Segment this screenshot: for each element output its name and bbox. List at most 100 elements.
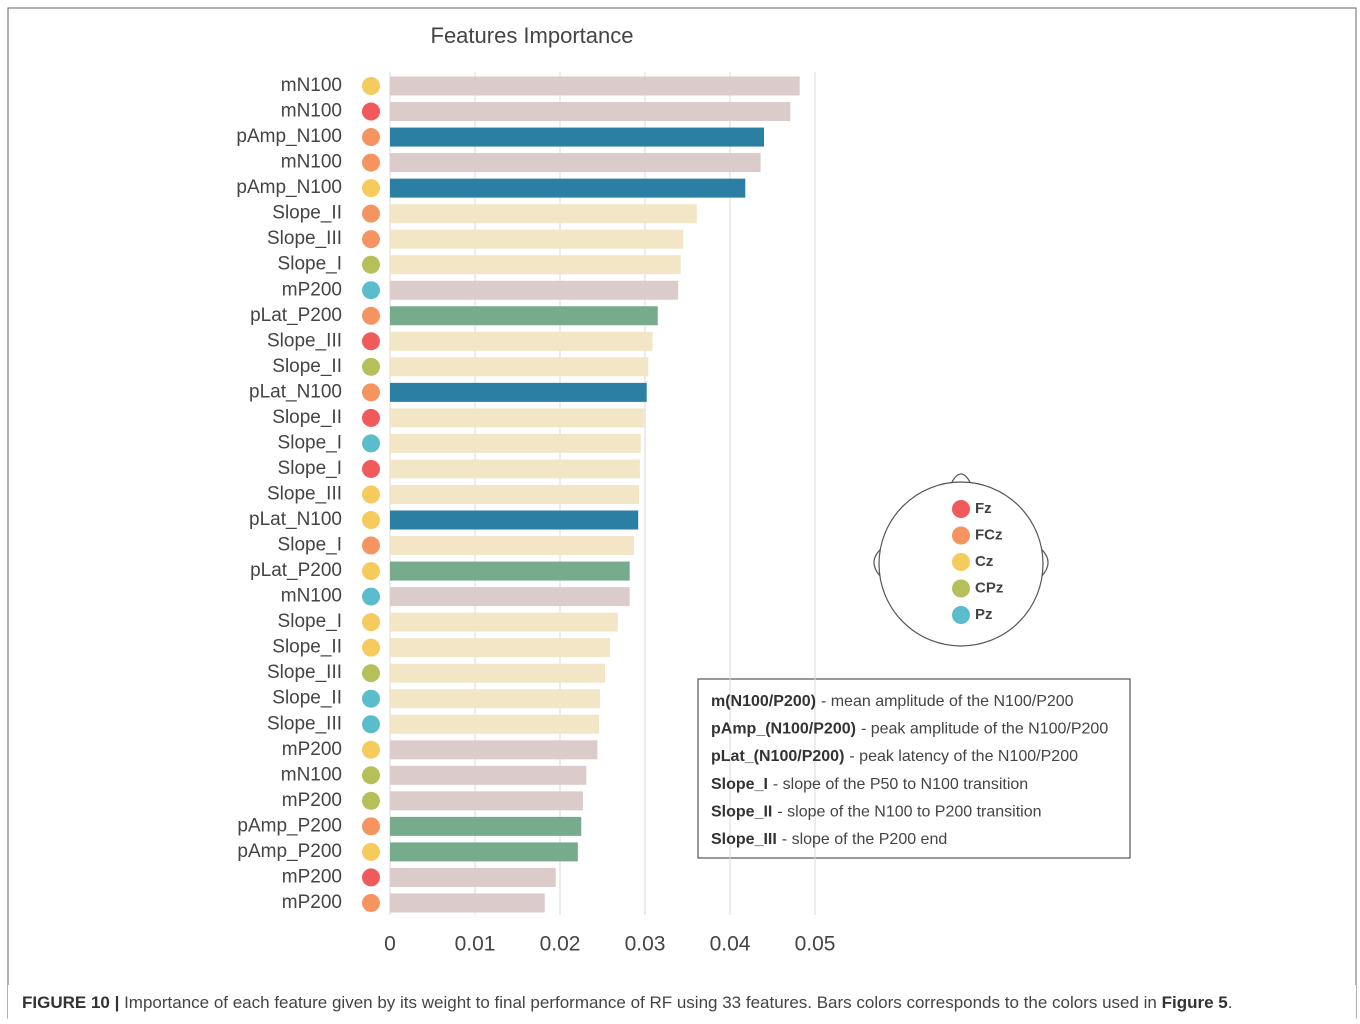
bar bbox=[390, 255, 681, 275]
electrode-dot bbox=[362, 613, 380, 632]
bar bbox=[390, 306, 658, 326]
y-tick-label: pAmp_N100 bbox=[236, 126, 342, 147]
bar bbox=[390, 153, 761, 173]
legend-swatch bbox=[952, 500, 970, 518]
electrode-dot bbox=[362, 332, 380, 351]
legend-label: Pz bbox=[975, 606, 993, 623]
y-tick-label: Slope_III bbox=[267, 662, 342, 683]
definition-text: - mean amplitude of the N100/P200 bbox=[821, 693, 1074, 710]
bar bbox=[390, 127, 764, 147]
electrode-dot bbox=[362, 408, 380, 427]
y-tick-label: Slope_III bbox=[267, 483, 342, 504]
bar bbox=[390, 561, 630, 581]
caption-text: Importance of each feature given by its … bbox=[119, 993, 1161, 1012]
x-tick-label: 0.03 bbox=[625, 933, 666, 956]
definition: Slope_II - slope of the N100 to P200 tran… bbox=[711, 804, 1042, 821]
legend-label: Cz bbox=[975, 553, 993, 570]
electrode-dot bbox=[362, 230, 380, 249]
electrode-dot bbox=[362, 179, 380, 198]
definition-text: - peak latency of the N100/P200 bbox=[849, 748, 1078, 765]
bar bbox=[390, 587, 630, 607]
bar bbox=[390, 893, 545, 913]
y-tick-label: mP200 bbox=[282, 866, 342, 887]
bar bbox=[390, 510, 639, 530]
electrode-dot bbox=[362, 485, 380, 504]
electrode-dot bbox=[362, 664, 380, 683]
definition: m(N100/P200) - mean amplitude of the N100… bbox=[711, 693, 1074, 710]
y-tick-label: mN100 bbox=[281, 586, 342, 607]
y-tick-label: Slope_III bbox=[267, 713, 342, 734]
x-tick-label: 0 bbox=[384, 933, 396, 956]
y-tick-label: pAmp_N100 bbox=[236, 177, 342, 198]
y-tick-label: mN100 bbox=[281, 101, 342, 122]
caption: FIGURE 10 | Importance of each feature g… bbox=[22, 993, 1232, 1012]
x-tick-label: 0.01 bbox=[455, 933, 496, 956]
electrode-dot bbox=[362, 281, 380, 300]
bar bbox=[390, 689, 600, 709]
bar bbox=[390, 280, 679, 300]
definition-text: - slope of the N100 to P200 transition bbox=[777, 804, 1041, 821]
bar bbox=[390, 382, 647, 402]
legend-label: Fz bbox=[975, 500, 992, 517]
bar bbox=[390, 536, 634, 556]
definition-term: pLat_(N100/P200) bbox=[711, 748, 844, 765]
electrode-dot bbox=[362, 128, 380, 147]
electrode-dot bbox=[362, 511, 380, 530]
bar bbox=[390, 408, 645, 428]
bar bbox=[390, 791, 583, 811]
electrode-dot bbox=[362, 306, 380, 325]
caption-label: FIGURE 10 | bbox=[22, 993, 119, 1012]
legend-swatch bbox=[952, 553, 970, 571]
electrode-dot bbox=[362, 842, 380, 861]
y-tick-label: Slope_II bbox=[272, 637, 342, 658]
electrode-dot bbox=[362, 383, 380, 402]
bar bbox=[390, 765, 587, 785]
y-tick-label: pLat_N100 bbox=[249, 381, 342, 402]
electrode-dot bbox=[362, 740, 380, 759]
bar bbox=[390, 484, 640, 504]
bar bbox=[390, 663, 606, 683]
definition: Slope_III - slope of the P200 end bbox=[711, 831, 947, 848]
definition: pLat_(N100/P200) - peak latency of the N1… bbox=[711, 748, 1078, 765]
y-tick-label: pAmp_P200 bbox=[237, 841, 342, 862]
definition: pAmp_(N100/P200) - peak amplitude of the … bbox=[711, 721, 1108, 738]
caption-bg bbox=[8, 985, 1356, 1024]
y-tick-label: mP200 bbox=[282, 790, 342, 811]
x-tick-label: 0.05 bbox=[795, 933, 836, 956]
electrode-dot bbox=[362, 715, 380, 734]
bar bbox=[390, 842, 578, 862]
definition-text: - slope of the P200 end bbox=[782, 831, 947, 848]
electrode-dot bbox=[362, 817, 380, 836]
bar bbox=[390, 331, 653, 351]
electrode-dot bbox=[362, 77, 380, 95]
electrode-dot bbox=[362, 536, 380, 555]
y-tick-label: mP200 bbox=[282, 892, 342, 913]
electrode-dot bbox=[362, 791, 380, 810]
bar bbox=[390, 229, 684, 249]
caption-ref: Figure 5 bbox=[1162, 993, 1228, 1012]
y-tick-label: mN100 bbox=[281, 75, 342, 96]
electrode-dot bbox=[362, 434, 380, 453]
y-tick-label: Slope_I bbox=[278, 611, 342, 632]
definition-text: - peak amplitude of the N100/P200 bbox=[861, 721, 1108, 738]
electrode-dot bbox=[362, 766, 380, 785]
electrode-dot bbox=[362, 638, 380, 657]
electrode-dot bbox=[362, 868, 380, 887]
y-tick-label: Slope_II bbox=[272, 203, 342, 224]
y-tick-label: mP200 bbox=[282, 739, 342, 760]
definition-term: Slope_I bbox=[711, 776, 768, 793]
electrode-dot bbox=[362, 357, 380, 376]
bar bbox=[390, 178, 746, 198]
bar bbox=[390, 816, 582, 836]
bar bbox=[390, 638, 611, 658]
definition-term: pAmp_(N100/P200) bbox=[711, 721, 856, 738]
definition-text: - slope of the P50 to N100 transition bbox=[773, 776, 1028, 793]
y-tick-label: mP200 bbox=[282, 279, 342, 300]
electrode-dot bbox=[362, 459, 380, 478]
x-tick-label: 0.04 bbox=[710, 933, 751, 956]
bar bbox=[390, 714, 600, 734]
electrode-dot bbox=[362, 102, 380, 121]
y-tick-label: pLat_P200 bbox=[250, 305, 342, 326]
electrode-dot bbox=[362, 587, 380, 606]
